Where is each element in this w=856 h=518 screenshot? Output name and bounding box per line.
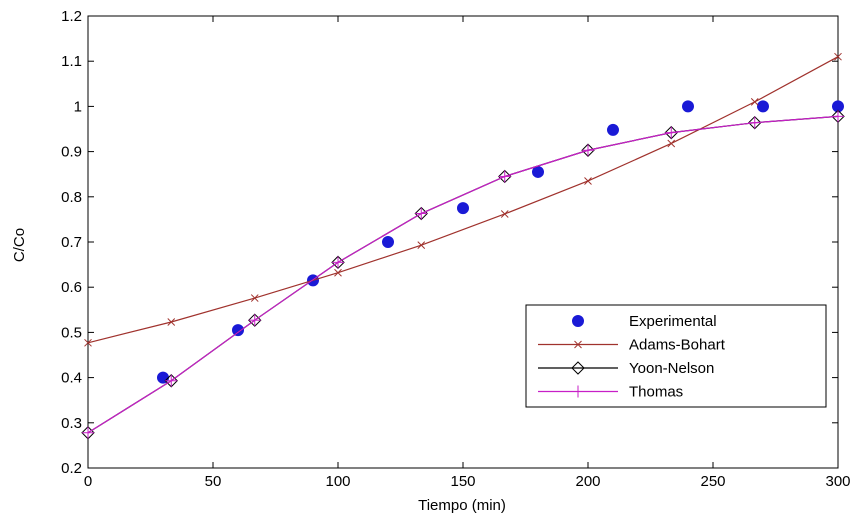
- data-point-adams-bohart-b: [334, 268, 342, 277]
- data-point-adams-bohart: [750, 98, 759, 106]
- x-tick-label: 300: [825, 473, 850, 490]
- ticks: 0 50 100 150 200 250 300 0.2 0.3 0.4 0.5 0.6 0.7 0.8 0…: [61, 8, 850, 490]
- data-point-adams-bohart-b: [584, 177, 592, 185]
- data-point-adams-bohart: [250, 294, 259, 302]
- data-point-thomas: [332, 256, 344, 269]
- x-tick-label: 150: [450, 473, 475, 490]
- series: [81, 52, 845, 440]
- x-tick-label: 200: [575, 473, 600, 490]
- y-tick-label: 0.7: [61, 234, 82, 251]
- data-point-experimental: [757, 100, 769, 113]
- legend-label-experimental: Experimental: [629, 313, 717, 330]
- y-tick-label: 1: [74, 98, 82, 115]
- y-tick-label: 0.4: [61, 370, 82, 387]
- data-point-adams-bohart: [167, 318, 176, 326]
- data-point-thomas: [665, 126, 678, 139]
- legend-label-thomas: Thomas: [629, 384, 683, 401]
- data-point-adams-bohart: [84, 338, 92, 347]
- x-tick-label: 100: [325, 473, 350, 490]
- data-point-experimental: [457, 202, 469, 215]
- y-tick-label: 0.2: [61, 460, 82, 477]
- legend-marker-yoon-nelson: [571, 361, 585, 375]
- data-point-adams-bohart-b: [250, 294, 259, 302]
- legend-label-adams-bohart: Adams-Bohart: [629, 337, 726, 354]
- legend: Experimental Adams-Bohart Yoon-Nelson Thoma…: [525, 304, 827, 408]
- legend-marker-experimental: [572, 315, 584, 327]
- y-tick-label: 1.2: [61, 8, 82, 25]
- data-point-adams-bohart-b: [667, 139, 676, 148]
- data-point-adams-bohart: [584, 177, 592, 185]
- data-point-thomas: [415, 207, 428, 220]
- data-point-adams-bohart-b: [84, 338, 92, 347]
- y-tick-label: 1.1: [61, 53, 82, 70]
- data-point-adams-bohart: [834, 52, 842, 61]
- y-tick-label: 0.6: [61, 279, 82, 296]
- data-point-adams-bohart-b: [167, 318, 176, 326]
- data-point-thomas: [165, 374, 178, 387]
- data-point-adams-bohart-b: [834, 52, 842, 61]
- data-point-experimental: [157, 371, 169, 384]
- legend-marker-adams-bohart-b: [574, 340, 582, 349]
- data-point-experimental: [382, 236, 394, 248]
- data-point-experimental: [682, 100, 694, 113]
- series-line-adams-bohart: [87, 56, 839, 344]
- legend-item-adams-bohart: Adams-Bohart: [538, 337, 726, 354]
- x-axis-title: Tiempo (min): [418, 497, 506, 514]
- data-point-thomas: [832, 110, 844, 123]
- data-point-thomas: [748, 116, 761, 129]
- y-tick-label: 0.8: [61, 189, 82, 206]
- y-tick-label: 0.9: [61, 144, 82, 161]
- legend-label-yoon-nelson: Yoon-Nelson: [629, 360, 714, 377]
- legend-marker-thomas: [572, 385, 584, 398]
- legend-item-experimental: Experimental: [572, 313, 717, 330]
- data-point-thomas: [498, 170, 511, 183]
- data-point-adams-bohart-b: [750, 98, 759, 106]
- y-tick-label: 0.3: [61, 415, 82, 432]
- legend-item-yoon-nelson: Yoon-Nelson: [538, 360, 714, 377]
- data-point-thomas: [582, 144, 594, 157]
- series-thomas: [82, 110, 844, 439]
- data-point-thomas: [82, 426, 94, 439]
- data-point-adams-bohart: [667, 139, 676, 148]
- data-point-experimental: [607, 123, 619, 136]
- legend-item-thomas: Thomas: [538, 384, 683, 401]
- series-adams-bohart: [84, 52, 842, 347]
- data-point-adams-bohart-b: [417, 241, 426, 250]
- data-point-thomas: [248, 314, 261, 327]
- y-axis-title: C/Co: [11, 228, 28, 262]
- data-point-adams-bohart: [417, 241, 426, 250]
- series-line-thomas: [87, 115, 839, 434]
- y-tick-label: 0.5: [61, 324, 82, 341]
- data-point-adams-bohart: [500, 210, 509, 218]
- legend-marker-adams-bohart: [574, 340, 582, 349]
- x-tick-label: 50: [205, 473, 222, 490]
- x-tick-label: 250: [700, 473, 725, 490]
- data-point-experimental: [232, 324, 244, 337]
- data-point-adams-bohart-b: [500, 210, 509, 218]
- data-point-experimental: [532, 165, 544, 178]
- x-tick-label: 0: [84, 473, 92, 490]
- data-point-adams-bohart: [334, 268, 342, 277]
